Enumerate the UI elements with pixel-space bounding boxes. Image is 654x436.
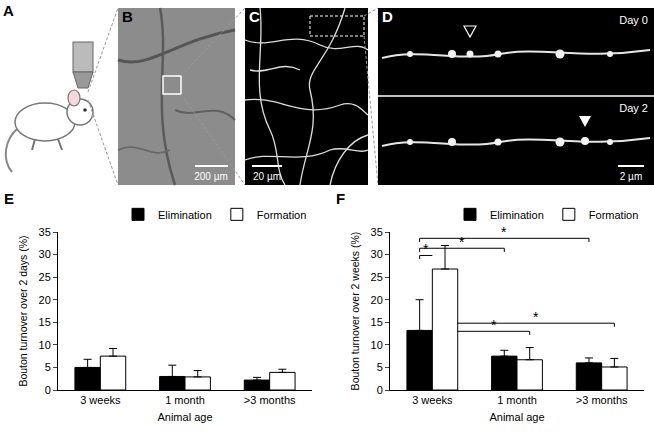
svg-text:A: A [3,2,14,19]
svg-text:25: 25 [371,271,383,283]
svg-text:Formation: Formation [257,209,307,221]
svg-text:Elimination: Elimination [490,209,544,221]
svg-text:30: 30 [39,248,51,260]
svg-text:25: 25 [39,271,51,283]
html-text:F: F [336,190,346,207]
svg-text:5: 5 [377,361,383,373]
svg-text:D: D [382,8,393,25]
svg-text:0: 0 [377,384,383,396]
svg-text:C: C [249,8,260,25]
svg-text:20: 20 [371,294,383,306]
svg-text:Animal age: Animal age [157,411,212,423]
svg-text:2 µm: 2 µm [620,171,642,182]
svg-text:30: 30 [371,248,383,260]
svg-text:10: 10 [371,339,383,351]
svg-text:Formation: Formation [589,209,639,221]
svg-text:Bouton turnover over 2 days (%: Bouton turnover over 2 days (%) [17,235,29,386]
svg-text:10: 10 [39,339,51,351]
svg-text:15: 15 [371,316,383,328]
svg-text:5: 5 [45,361,51,373]
svg-text:*: * [533,309,539,325]
svg-text:3 weeks: 3 weeks [412,394,453,406]
svg-text:Elimination: Elimination [158,209,212,221]
svg-text:>3 months: >3 months [244,394,296,406]
svg-text:20 µm: 20 µm [253,171,281,182]
svg-text:>3 months: >3 months [576,394,628,406]
html-text:E: E [4,190,14,207]
svg-text:1 month: 1 month [497,394,537,406]
svg-text:1 month: 1 month [165,394,205,406]
svg-text:B: B [122,8,133,25]
svg-text:*: * [423,241,429,257]
svg-text:*: * [501,224,507,240]
svg-text:35: 35 [371,226,383,238]
svg-text:200 µm: 200 µm [194,171,228,182]
svg-text:0: 0 [45,384,51,396]
svg-text:Bouton turnover over 2 weeks (: Bouton turnover over 2 weeks (%) [349,232,361,391]
svg-text:Animal age: Animal age [489,411,544,423]
svg-text:*: * [459,234,465,250]
svg-text:*: * [491,317,497,333]
svg-text:Day 2: Day 2 [619,102,648,114]
svg-text:15: 15 [39,316,51,328]
svg-text:Day 0: Day 0 [619,14,648,26]
svg-text:20: 20 [39,294,51,306]
svg-text:35: 35 [39,226,51,238]
svg-text:3 weeks: 3 weeks [80,394,121,406]
